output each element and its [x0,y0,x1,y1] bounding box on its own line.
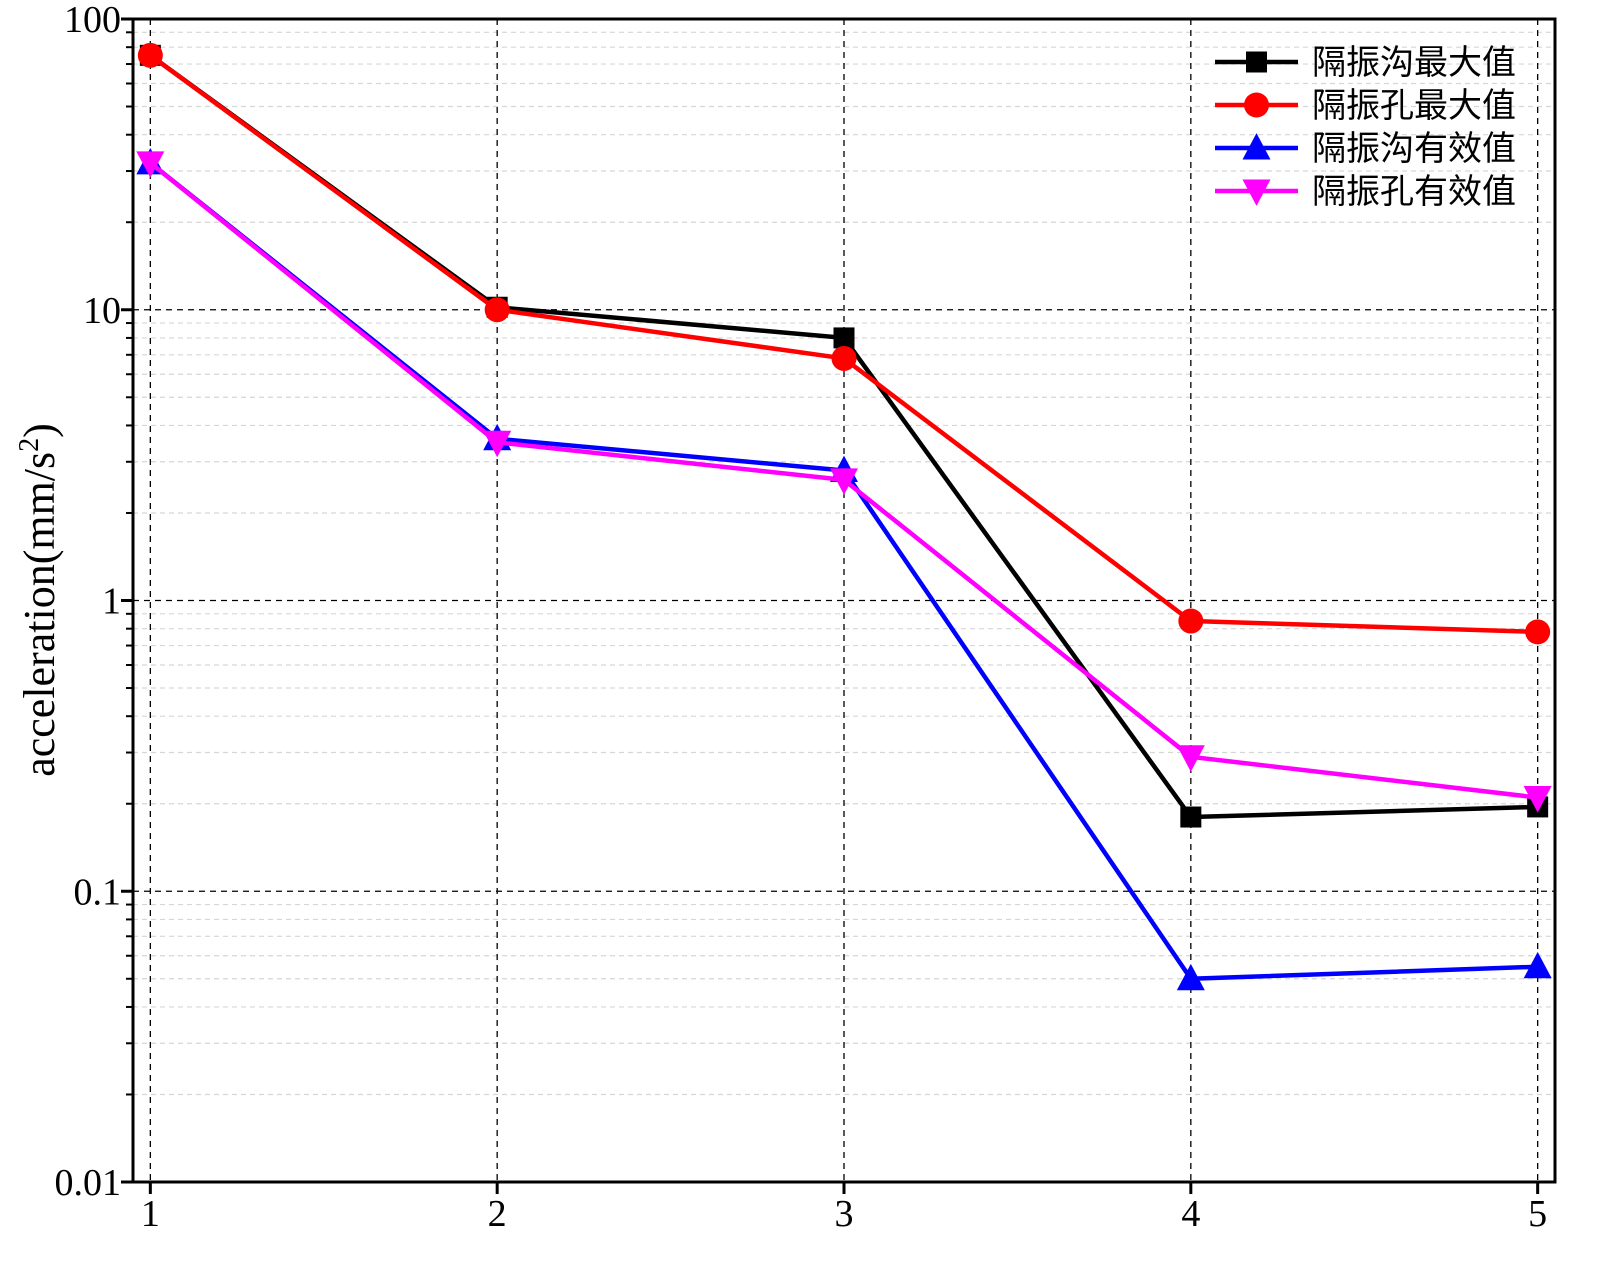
legend-swatch-marker [1242,133,1271,160]
data-point [1176,745,1205,772]
series-layer [136,42,1552,991]
x-tick-label: 3 [835,1193,854,1235]
y-axis-title: acceleration(mm/s2) [14,423,64,777]
legend-item-1: 隔振沟最大值 [1215,43,1516,83]
data-point [831,345,857,371]
x-tick-label: 2 [488,1193,507,1235]
y-tick-label: 0.01 [55,1162,122,1204]
tick-labels: 1 2 3 4 5 0.01 0.1 1 10 100 [55,0,1548,1235]
data-point [1176,963,1205,991]
x-tick-label: 4 [1181,1193,1200,1235]
series-4 [136,151,1552,813]
legend-swatch-marker [1246,51,1267,73]
legend-label: 隔振孔有效值 [1312,172,1516,212]
legend-item-4: 隔振孔有效值 [1215,172,1516,212]
y-tick-label: 0.1 [74,871,122,913]
legend-swatch-marker [1242,179,1271,206]
data-point [484,297,510,323]
data-point [833,327,855,349]
legend-item-3: 隔振沟有效值 [1215,129,1516,169]
y-axis-title-main: acceleration(mm/s [15,452,64,777]
data-point [1178,608,1204,634]
y-axis-title-superscript: 2 [14,438,45,452]
data-point [137,42,163,68]
legend-label: 隔振沟最大值 [1312,43,1516,83]
data-point [483,430,512,458]
legend-label: 隔振沟有效值 [1312,129,1516,169]
legend-item-2: 隔振孔最大值 [1215,86,1516,126]
y-axis-title-close: ) [15,423,64,438]
data-point [136,151,165,178]
data-point [1523,951,1552,979]
data-point [1523,786,1552,813]
legend-label: 隔振孔最大值 [1312,86,1516,126]
y-tick-label: 100 [64,0,121,41]
y-tick-label: 1 [102,581,121,623]
y-tick-label: 10 [83,290,121,332]
data-point [1180,806,1202,828]
data-point [1525,619,1551,645]
series-2 [137,42,1551,645]
plot-frame [121,17,1557,1194]
data-point [830,468,858,495]
x-tick-label: 5 [1528,1193,1547,1235]
x-tick-label: 1 [141,1193,160,1235]
legend-swatch-marker [1244,92,1269,118]
